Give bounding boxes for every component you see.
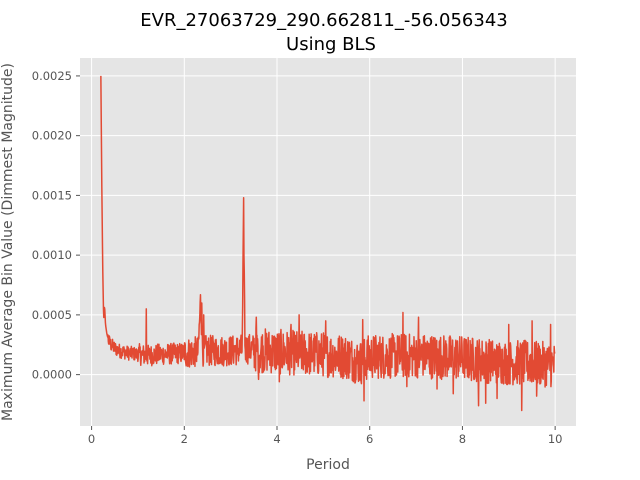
y-tick-label: 0.0015 — [32, 188, 72, 202]
y-tick-label: 0.0000 — [32, 368, 72, 382]
y-tick-label: 0.0010 — [32, 248, 72, 262]
y-tick-label: 0.0025 — [32, 69, 72, 83]
x-tick-label: 10 — [548, 432, 563, 446]
series-line — [100, 75, 556, 412]
tick-layer: 0 2 4 6 8 10 0.0000 0.0005 0.0010 0.0015 0.0020 0.0… — [32, 69, 563, 446]
x-tick-label: 8 — [459, 432, 466, 446]
chart-title-line-1: EVR_27063729_290.662811_-56.056343 — [140, 10, 507, 31]
x-tick-label: 6 — [366, 432, 373, 446]
x-tick-label: 0 — [88, 432, 95, 446]
x-tick-label: 4 — [273, 432, 280, 446]
y-axis-label: Maximum Average Bin Value (Dimmest Magni… — [0, 63, 16, 421]
x-tick-label: 2 — [181, 432, 188, 446]
y-tick-label: 0.0020 — [32, 129, 72, 143]
grid-lines — [80, 58, 576, 426]
y-tick-label: 0.0005 — [32, 308, 72, 322]
chart-title-line-2: Using BLS — [286, 34, 376, 55]
x-axis-label: Period — [306, 457, 350, 473]
series-layer — [100, 75, 556, 412]
